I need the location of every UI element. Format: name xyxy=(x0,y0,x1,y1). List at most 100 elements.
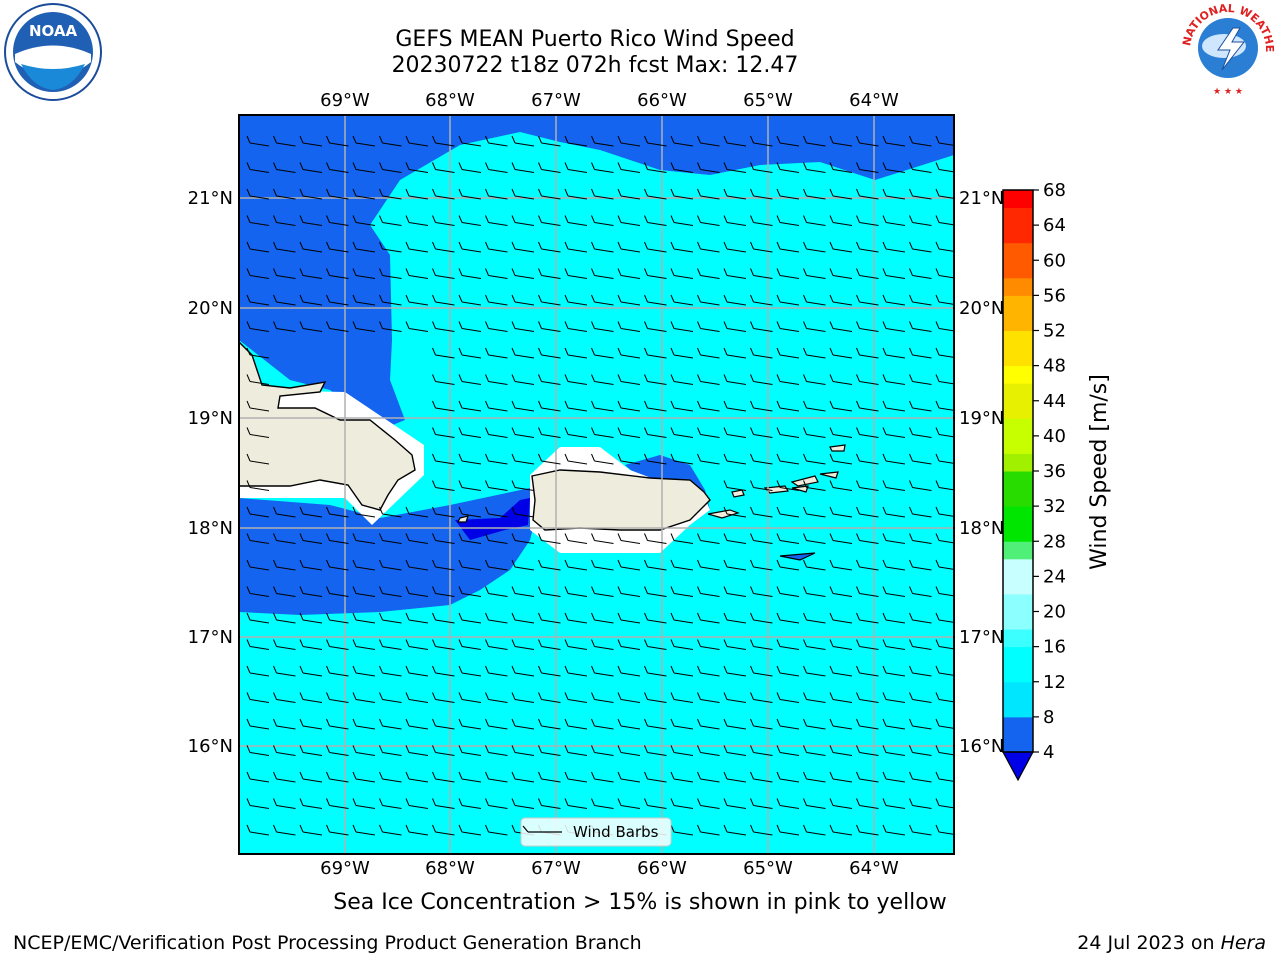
wind-barb xyxy=(856,824,879,836)
wind-barb xyxy=(405,241,429,253)
wind-barb xyxy=(299,135,323,147)
wind-barb xyxy=(909,533,932,544)
wind-barb xyxy=(432,798,455,809)
wind-barb xyxy=(750,533,773,544)
wind-barb xyxy=(882,427,906,438)
wind-barb xyxy=(246,188,270,200)
wind-barb xyxy=(882,639,906,650)
wind-barb xyxy=(405,506,429,518)
wind-barb xyxy=(750,612,773,624)
colorbar-tick-label: 4 xyxy=(1043,742,1054,763)
wind-barb xyxy=(511,533,535,544)
wind-barb xyxy=(564,427,588,438)
wind-barb xyxy=(617,268,641,279)
colorbar-band xyxy=(1003,611,1033,630)
noaa-logo: NOAA xyxy=(3,2,103,102)
wind-barb xyxy=(246,798,270,809)
wind-barb xyxy=(803,665,826,677)
wind-barb xyxy=(352,268,376,279)
wind-barb xyxy=(591,400,614,412)
wind-barb xyxy=(697,771,720,783)
wind-barb xyxy=(803,347,826,359)
wind-barb xyxy=(750,506,773,518)
wind-barb xyxy=(326,824,349,836)
wind-barb xyxy=(909,745,932,756)
wind-barb xyxy=(591,162,614,173)
wind-barb xyxy=(723,427,747,438)
wind-barb xyxy=(432,162,455,173)
wind-barb xyxy=(299,321,323,332)
wind-barb xyxy=(670,268,694,279)
wind-barb xyxy=(564,718,588,730)
wind-barb xyxy=(485,665,508,677)
wind-barb xyxy=(856,798,879,809)
wind-barb xyxy=(644,718,667,730)
colorbar-band xyxy=(1003,471,1033,490)
wind-barb xyxy=(856,771,879,783)
wind-barb xyxy=(909,506,932,518)
wind-barb xyxy=(299,692,323,703)
lat-label-right: 17°N xyxy=(959,627,1004,648)
wind-barb xyxy=(273,665,296,677)
wind-barb xyxy=(432,586,455,597)
colorbar-tick-label: 56 xyxy=(1043,285,1066,306)
wind-barb xyxy=(299,771,323,783)
colorbar-tick-label: 16 xyxy=(1043,637,1066,658)
wind-barb xyxy=(856,162,879,173)
wind-barb xyxy=(617,188,641,200)
wind-barb xyxy=(617,798,641,809)
wind-barb xyxy=(935,321,954,332)
wind-barb xyxy=(352,506,376,518)
wind-barb xyxy=(935,135,954,146)
colorbar-band xyxy=(1003,260,1033,279)
wind-barb xyxy=(273,188,296,200)
wind-barb xyxy=(379,321,402,332)
wind-barb xyxy=(591,427,614,438)
wind-barb xyxy=(670,718,694,730)
wind-barb xyxy=(776,506,800,518)
wind-barb xyxy=(273,639,296,650)
wind-barb xyxy=(326,533,349,544)
wind-barb xyxy=(829,824,853,836)
wind-barb xyxy=(644,400,667,412)
wind-barb xyxy=(803,480,826,491)
wind-barb xyxy=(246,215,270,226)
wind-barb xyxy=(458,241,482,253)
wind-barb xyxy=(352,162,376,173)
wind-barb xyxy=(246,533,270,544)
wind-barb xyxy=(273,798,296,809)
wind-barb xyxy=(803,268,826,279)
wind-barb xyxy=(909,374,932,385)
wind-barb xyxy=(511,215,535,226)
colorbar-tick-label: 36 xyxy=(1043,461,1066,482)
wind-barb xyxy=(856,188,879,200)
wind-barb xyxy=(935,294,954,305)
wind-barb xyxy=(909,241,932,253)
wind-barb xyxy=(564,347,588,359)
wind-barb xyxy=(591,559,614,571)
wind-barb xyxy=(564,453,588,465)
wind-barb xyxy=(909,824,932,836)
colorbar-band xyxy=(1003,646,1033,665)
wind-barb xyxy=(379,718,402,730)
wind-barb xyxy=(485,453,508,465)
wind-barb xyxy=(379,506,402,518)
wind-barb xyxy=(326,612,349,624)
lat-label-left: 18°N xyxy=(188,518,233,539)
wind-barb xyxy=(935,586,954,597)
wind-barb xyxy=(935,692,954,703)
wind-barb xyxy=(485,321,508,332)
wind-barb xyxy=(538,135,561,147)
wind-barb xyxy=(352,692,376,703)
wind-barb xyxy=(882,268,906,279)
wind-barb xyxy=(909,453,932,465)
wind-barb xyxy=(273,294,296,306)
wind-barb xyxy=(273,506,296,518)
wind-barb xyxy=(882,188,906,200)
wind-barb xyxy=(299,612,323,624)
wind-barb xyxy=(299,718,323,730)
lon-label-bottom: 66°W xyxy=(637,858,687,879)
wind-barb xyxy=(299,294,323,306)
wind-barb xyxy=(432,400,455,412)
wind-barb xyxy=(909,586,932,597)
